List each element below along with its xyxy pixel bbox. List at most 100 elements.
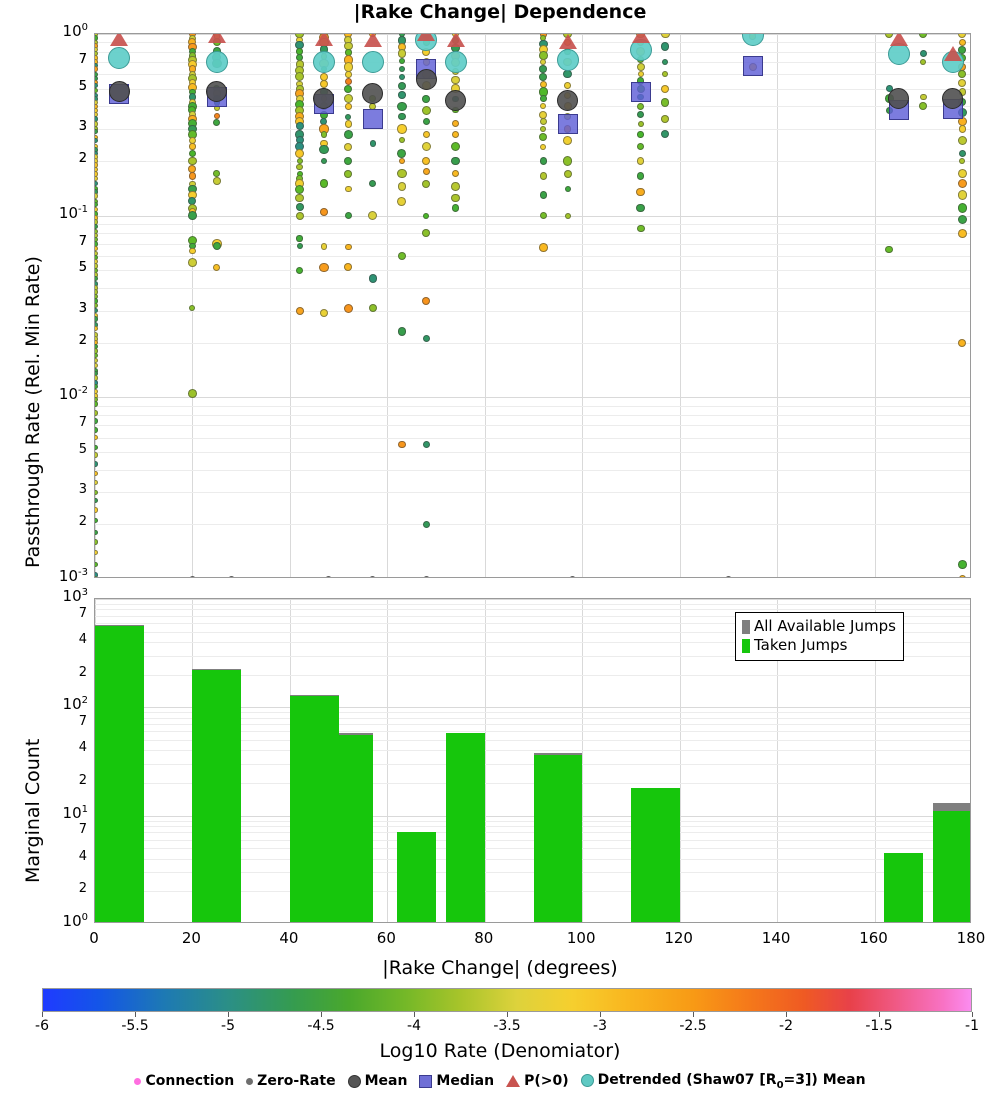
scatter-point [636, 203, 646, 213]
scatter-plot-axes[interactable] [94, 33, 971, 578]
scatter-point [959, 157, 966, 165]
scatter-point [95, 497, 98, 504]
scatter-point [397, 196, 407, 206]
scatter-point [295, 184, 305, 194]
y-tick-minor: 7 [78, 822, 87, 838]
scatter-point [95, 529, 98, 536]
y-tick-minor: 7 [78, 415, 87, 431]
gridline-horizontal [95, 717, 970, 719]
mean-marker [557, 90, 579, 112]
legend-item-taken-jumps[interactable]: Taken Jumps [742, 636, 896, 655]
scatter-point [564, 82, 571, 89]
scatter-point [95, 576, 98, 577]
marker-legend-label: Connection [145, 1073, 235, 1090]
legend-item-all-available-jumps[interactable]: All Available Jumps [742, 617, 896, 636]
scatter-point [95, 539, 98, 545]
histogram-plot-area[interactable] [95, 599, 970, 922]
histogram-bar-taken[interactable] [533, 755, 583, 922]
scatter-point [320, 131, 328, 138]
scatter-point [95, 470, 98, 477]
y-tick-minor: 2 [78, 664, 87, 680]
x-tick-label: 20 [181, 929, 201, 947]
marker-legend-item[interactable]: Mean [347, 1073, 407, 1089]
connection-dot-icon [134, 1077, 142, 1085]
mean-marker [362, 83, 384, 105]
scatter-plot-area[interactable] [95, 34, 970, 577]
gridline-horizontal [95, 452, 970, 454]
scatter-point [564, 186, 571, 193]
gridline-horizontal [95, 832, 970, 834]
legend-swatch-green-icon [742, 638, 750, 653]
scatter-point [95, 325, 98, 331]
colorbar-tick [600, 1012, 601, 1017]
zero-rate-marker [724, 575, 732, 577]
x-tick-label: 0 [89, 929, 99, 947]
marker-legend-item[interactable]: P(>0) [506, 1073, 569, 1089]
scatter-point [563, 169, 572, 178]
scatter-point [95, 137, 98, 144]
gridline-vertical [679, 599, 681, 922]
scatter-point [95, 427, 98, 433]
scatter-point [538, 242, 548, 252]
colorbar[interactable] [42, 988, 972, 1012]
scatter-point [422, 296, 431, 305]
gridline-horizontal [95, 215, 970, 217]
scatter-point [539, 133, 548, 142]
scatter-point [421, 142, 431, 152]
scatter-point [319, 262, 329, 272]
scatter-point [958, 575, 966, 577]
histogram-bar-taken[interactable] [884, 853, 924, 922]
scatter-point [188, 211, 197, 220]
gridline-horizontal [95, 492, 970, 494]
marker-legend-item[interactable]: Zero-Rate [246, 1073, 336, 1089]
histogram-bar-taken[interactable] [445, 732, 485, 922]
gridline-vertical [484, 34, 486, 577]
histogram-bar-taken[interactable] [397, 832, 437, 922]
y-tick-minor: 5 [78, 442, 87, 458]
scatter-point [660, 84, 670, 93]
colorbar-tick-label: -5 [221, 1018, 235, 1034]
scatter-point [920, 59, 927, 66]
scatter-point [95, 401, 98, 407]
gridline-horizontal [95, 106, 970, 108]
gridline-horizontal [95, 820, 970, 822]
y-tick-minor: 3 [78, 482, 87, 498]
scatter-point [539, 73, 548, 81]
scatter-point [398, 91, 406, 100]
histogram-bar-taken[interactable] [95, 626, 144, 922]
histogram-bar-taken[interactable] [933, 811, 970, 922]
gridline-horizontal [95, 243, 970, 245]
scatter-point [660, 98, 670, 107]
scatter-point [636, 172, 645, 180]
scatter-point [540, 143, 547, 150]
marker-legend-item[interactable]: Connection [134, 1073, 234, 1089]
scatter-point [398, 66, 406, 73]
scatter-point [213, 170, 221, 178]
marker-legend-item[interactable]: Detrended (Shaw07 [R0=3]) Mean [580, 1072, 866, 1091]
p-gt-zero-marker [110, 34, 129, 46]
detrended-mean-marker [108, 46, 131, 69]
gridline-horizontal [95, 891, 970, 893]
histogram-bar-taken[interactable] [192, 670, 242, 922]
histogram-bar-taken[interactable] [338, 734, 373, 922]
histogram-bar-taken[interactable] [630, 788, 680, 922]
scatter-point [422, 229, 431, 238]
detrended-mean-circle-icon [580, 1073, 594, 1087]
histogram-bar-taken[interactable] [289, 695, 339, 922]
scatter-point [319, 79, 329, 89]
gridline-horizontal [95, 858, 970, 860]
gridline-horizontal [95, 88, 970, 90]
scatter-point [958, 149, 966, 158]
scatter-point [563, 135, 573, 145]
scatter-point [344, 212, 352, 220]
histogram-axes[interactable] [94, 598, 971, 923]
marker-legend-item[interactable]: Median [419, 1073, 494, 1089]
y-tick-major: 10-3 [58, 567, 88, 585]
gridline-vertical [484, 599, 486, 922]
colorbar-tick [507, 1012, 508, 1017]
scatter-point [637, 102, 645, 110]
scatter-point [368, 304, 377, 313]
scatter-point [345, 185, 352, 193]
scatter-point [563, 70, 572, 79]
scatter-point [451, 193, 460, 203]
